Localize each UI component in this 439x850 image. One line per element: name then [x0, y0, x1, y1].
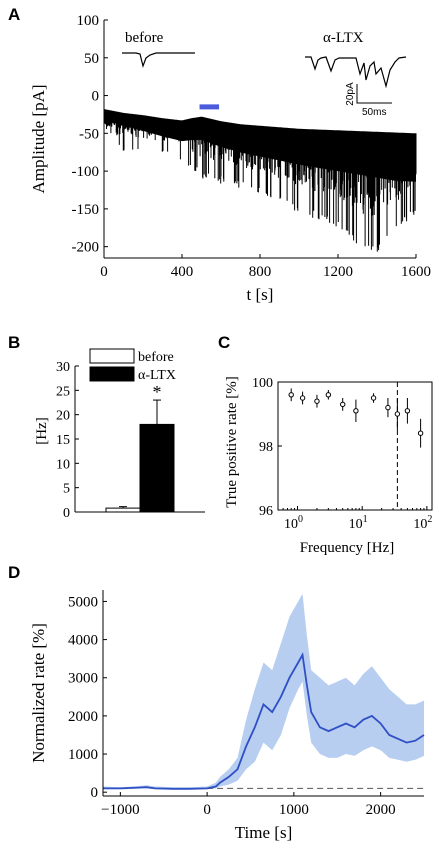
legend-label-latrotoxin: α-LTX	[138, 368, 176, 383]
x-tick-exponent: 1	[363, 514, 368, 525]
y-tick-label: 15	[56, 433, 70, 448]
panel-b-chart: 0 5 10 15 20 25 30 [Hz] * before α-LTX	[34, 348, 205, 521]
y-tick-label: 100	[252, 376, 273, 391]
panel-d-y-axis-label: Normalized rate [%]	[29, 623, 48, 763]
data-point	[314, 398, 320, 404]
data-point	[394, 411, 401, 417]
data-point	[299, 395, 306, 401]
x-tick-label: 102	[413, 514, 432, 532]
inset-before-trace	[122, 52, 195, 69]
x-tick-label: 400	[171, 264, 194, 280]
y-tick-label: 10	[56, 457, 70, 472]
y-tick-label: 100	[77, 13, 100, 29]
x-tick-label: 2000	[366, 802, 396, 818]
inset-latrotoxin-trace	[305, 56, 407, 89]
x-tick-exponent: 0	[298, 514, 303, 525]
y-tick-label: 0	[92, 89, 100, 105]
bar-1	[139, 423, 175, 513]
panel-b-axes: 0 5 10 15 20 25 30	[56, 360, 205, 521]
x-tick-label: 800	[249, 264, 272, 280]
x-tick-label: 0	[203, 802, 211, 818]
inset-latrotoxin-label: α-LTX	[323, 30, 364, 46]
panel-label-c: C	[218, 333, 230, 352]
data-point	[325, 392, 332, 398]
y-tick-label: 30	[56, 360, 70, 375]
y-tick-label: 96	[259, 504, 273, 519]
data-point	[417, 430, 424, 436]
panel-label-b: B	[8, 333, 20, 352]
data-point	[288, 392, 294, 398]
scale-bar-time-label: 50ms	[362, 107, 386, 118]
panel-b-bars	[105, 399, 175, 513]
x-tick-label: −1000	[101, 802, 139, 818]
x-tick-label: 1200	[323, 264, 353, 280]
legend-swatch-latrotoxin	[89, 366, 135, 382]
legend-label-before: before	[138, 350, 174, 365]
scale-bar	[356, 84, 392, 104]
legend-swatch-before	[89, 348, 135, 364]
x-tick-label: 1000	[279, 802, 309, 818]
data-point	[370, 395, 377, 401]
data-point	[340, 401, 346, 408]
significance-marker: *	[153, 382, 162, 402]
inset-before: before	[122, 30, 195, 69]
y-tick-label: 0	[63, 506, 70, 521]
x-tick-label: 1600	[401, 264, 431, 280]
data-point	[385, 404, 391, 411]
panel-b-legend: before α-LTX	[89, 348, 176, 383]
panel-label-d: D	[8, 563, 20, 582]
scale-bar-amplitude-label: 20pA	[345, 82, 356, 106]
y-tick-label: -100	[72, 164, 100, 180]
panel-a-x-axis-label: t [s]	[247, 285, 274, 304]
panel-c-y-axis-label: True positive rate [%]	[224, 376, 240, 508]
y-tick-label: 2000	[68, 709, 98, 725]
confidence-band	[103, 593, 424, 790]
y-tick-label: 5	[63, 482, 70, 497]
y-tick-label: 25	[56, 384, 70, 399]
x-tick-label: 101	[349, 514, 368, 532]
inset-before-label: before	[125, 30, 164, 46]
normalized-rate-line	[103, 652, 425, 790]
current-trace	[103, 109, 417, 252]
x-tick-label: 0	[100, 264, 108, 280]
latrotoxin-application-bar	[199, 104, 220, 110]
panel-a-y-axis-label: Amplitude [pA]	[29, 84, 48, 193]
y-tick-label: 3000	[68, 671, 98, 687]
y-tick-label: 50	[84, 51, 99, 67]
y-tick-label: 1000	[68, 747, 98, 763]
y-tick-label: -150	[72, 202, 100, 218]
axes-frame	[277, 381, 433, 511]
x-tick-exponent: 2	[427, 514, 432, 525]
data-point	[404, 408, 411, 414]
y-tick-label: 98	[259, 440, 273, 455]
bar-0	[105, 507, 141, 513]
panel-d-x-axis-label: Time [s]	[235, 823, 292, 842]
data-point	[353, 408, 359, 414]
inset-latrotoxin: α-LTX 20pA 50ms	[305, 30, 407, 118]
panel-c-points	[288, 388, 424, 448]
x-tick-label: 100	[284, 514, 303, 532]
y-tick-label: 20	[56, 409, 70, 424]
y-tick-label: -50	[79, 126, 99, 142]
panel-label-a: A	[8, 5, 20, 24]
y-tick-label: 5000	[68, 594, 98, 610]
y-tick-label: 4000	[68, 633, 98, 649]
panel-c-x-axis-label: Frequency [Hz]	[300, 540, 395, 556]
y-tick-label: 0	[91, 785, 99, 801]
y-tick-label: -200	[72, 240, 100, 256]
panel-b-y-axis-label: [Hz]	[34, 417, 50, 444]
current-trace-core	[104, 110, 416, 182]
